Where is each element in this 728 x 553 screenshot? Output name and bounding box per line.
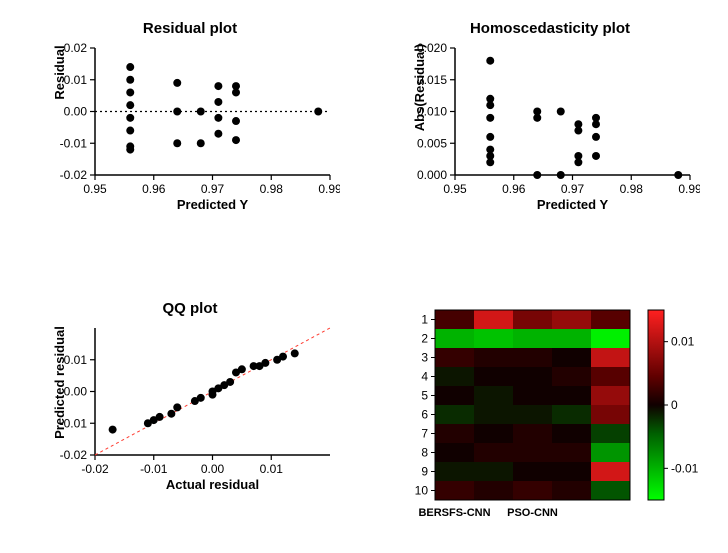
svg-text:7: 7	[421, 427, 428, 441]
svg-text:-0.01: -0.01	[60, 136, 88, 150]
homoscedasticity-plot-svg: 0.0000.0050.0100.0150.0200.950.960.970.9…	[400, 20, 700, 220]
qq-plot-xlabel: Actual residual	[95, 477, 330, 492]
qq-plot-title: QQ plot	[40, 300, 340, 317]
svg-text:9: 9	[421, 465, 428, 479]
svg-text:5: 5	[421, 389, 428, 403]
svg-text:-0.01: -0.01	[671, 461, 699, 475]
heatmap-svg: 1 2 3 4 5 6 7 8 9 10 BERSFS-CNN PSO-CNN 0.01 0 -0.01	[400, 300, 700, 530]
svg-text:0.97: 0.97	[561, 182, 585, 196]
svg-text:0.95: 0.95	[443, 182, 467, 196]
svg-text:0.000: 0.000	[417, 168, 447, 182]
svg-text:-0.02: -0.02	[60, 448, 88, 462]
qq-plot-ylabel: Predicted residual	[52, 319, 67, 446]
svg-text:1: 1	[421, 313, 428, 327]
residual-plot-svg: -0.02 -0.01 0.00 0.01 0.02 0.95 0.96 0.97 0.98 0.…	[40, 20, 340, 220]
residual-plot-ylabel: Residual	[52, 9, 67, 136]
svg-text:PSO-CNN: PSO-CNN	[507, 507, 558, 519]
svg-text:0.97: 0.97	[201, 182, 225, 196]
svg-text:0.01: 0.01	[671, 335, 695, 349]
svg-text:0.95: 0.95	[83, 182, 107, 196]
heatmap-panel: 1 2 3 4 5 6 7 8 9 10 BERSFS-CNN PSO-CNN 0.01 0 -0.01	[400, 300, 700, 530]
homoscedasticity-plot-ylabel: Abs(Residual)	[412, 24, 427, 151]
svg-text:0.00: 0.00	[64, 105, 88, 119]
svg-text:0.96: 0.96	[142, 182, 166, 196]
figure-root: Residual plot-0.02-0.010.000.010.020.950…	[0, 0, 728, 553]
svg-text:8: 8	[421, 446, 428, 460]
svg-text:0.98: 0.98	[620, 182, 644, 196]
svg-text:BERSFS-CNN: BERSFS-CNN	[418, 507, 490, 519]
svg-text:-0.02: -0.02	[81, 462, 109, 476]
residual-plot-xlabel: Predicted Y	[95, 197, 330, 212]
svg-text:0: 0	[671, 398, 678, 412]
svg-text:0.96: 0.96	[502, 182, 526, 196]
svg-text:3: 3	[421, 351, 428, 365]
svg-text:0.01: 0.01	[260, 462, 284, 476]
homoscedasticity-plot-title: Homoscedasticity plot	[400, 20, 700, 37]
homoscedasticity-plot: Homoscedasticity plot0.0000.0050.0100.01…	[400, 20, 700, 220]
svg-text:0.00: 0.00	[64, 385, 88, 399]
svg-text:-0.01: -0.01	[140, 462, 168, 476]
svg-text:6: 6	[421, 408, 428, 422]
qq-plot-svg: -0.02-0.010.000.01-0.02-0.010.000.01	[40, 300, 340, 500]
residual-plot: Residual plot -0.02 -0.01 0.00 0.01 0.02 0.95 0…	[40, 20, 340, 220]
svg-text:2: 2	[421, 332, 428, 346]
svg-text:0.98: 0.98	[260, 182, 284, 196]
svg-text:4: 4	[421, 370, 428, 384]
homoscedasticity-plot-xlabel: Predicted Y	[455, 197, 690, 212]
svg-text:-0.02: -0.02	[60, 168, 88, 182]
svg-text:0.99: 0.99	[678, 182, 700, 196]
svg-text:0.01: 0.01	[64, 353, 88, 367]
svg-text:10: 10	[415, 484, 429, 498]
svg-text:0.02: 0.02	[64, 41, 88, 55]
qq-plot: QQ plot-0.02-0.010.000.01-0.02-0.010.000…	[40, 300, 340, 500]
svg-text:0.99: 0.99	[318, 182, 340, 196]
residual-plot-title: Residual plot	[40, 20, 340, 37]
svg-text:0.00: 0.00	[201, 462, 225, 476]
svg-text:0.01: 0.01	[64, 73, 88, 87]
